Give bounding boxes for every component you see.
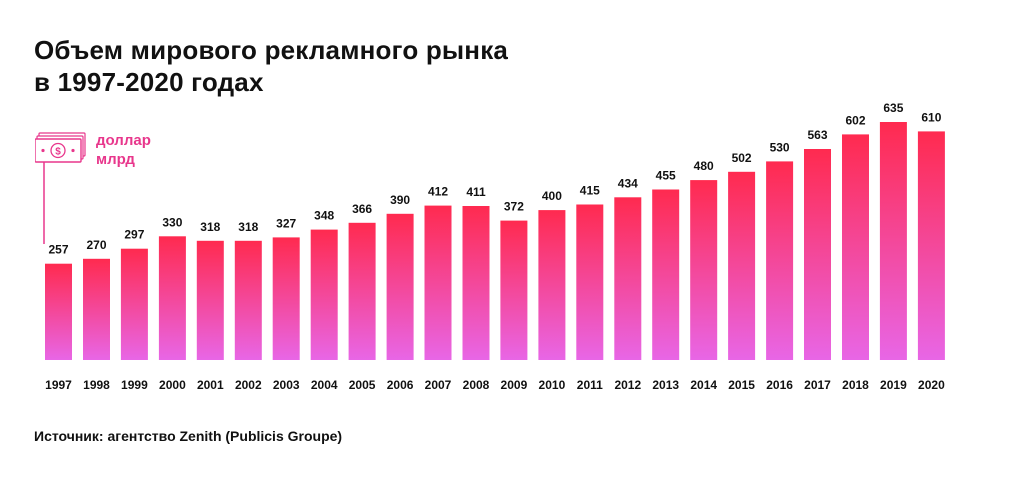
bar-2015: [728, 171, 756, 360]
x-tick-label-1998: 1998: [83, 378, 110, 392]
chart-title: Объем мирового рекламного рынка в 1997-2…: [34, 34, 508, 98]
unit-label-line-2: млрд: [96, 151, 135, 168]
x-tick-label-2001: 2001: [197, 378, 224, 392]
x-tick-label-2012: 2012: [614, 378, 641, 392]
x-tick-label-2004: 2004: [311, 378, 338, 392]
bar-2000: [158, 236, 186, 360]
x-tick-label-2015: 2015: [728, 378, 755, 392]
value-label-2010: 400: [542, 189, 562, 203]
bar-2019: [879, 122, 907, 360]
unit-label-line-1: доллар: [96, 132, 151, 149]
bar-2020: [917, 131, 945, 360]
bars-group: [45, 122, 945, 360]
x-tick-label-2010: 2010: [539, 378, 566, 392]
x-tick-label-2002: 2002: [235, 378, 262, 392]
bar-1999: [120, 248, 148, 360]
value-label-2007: 412: [428, 185, 448, 199]
bar-2014: [690, 180, 718, 360]
x-tick-label-2008: 2008: [463, 378, 490, 392]
value-label-1999: 297: [124, 228, 144, 242]
value-label-2002: 318: [238, 220, 258, 234]
bar-2001: [196, 240, 224, 360]
x-tick-label-2014: 2014: [690, 378, 717, 392]
bar-2004: [310, 229, 338, 360]
x-tick-label-2019: 2019: [880, 378, 907, 392]
value-label-2000: 330: [162, 215, 182, 229]
bar-2010: [538, 210, 566, 360]
value-label-2019: 635: [883, 101, 903, 115]
value-labels-group: 257 270 297 330 318 318 327 348 366 390 412 411 372 4…: [48, 101, 941, 257]
bar-1998: [83, 258, 110, 360]
value-label-2013: 455: [656, 169, 676, 183]
chart-title-line-2: в 1997-2020 годах: [34, 67, 264, 97]
dollar-banknote-icon: $: [35, 132, 86, 244]
bar-2016: [766, 161, 794, 360]
bar-2008: [462, 206, 490, 360]
x-tick-label-2020: 2020: [918, 378, 945, 392]
value-label-2008: 411: [466, 185, 486, 199]
x-tick-label-2013: 2013: [652, 378, 679, 392]
bar-2007: [424, 205, 452, 360]
value-label-2006: 390: [390, 193, 410, 207]
x-tick-labels-group: 1997 1998 1999 2000 2001 2002 2003 2004 2005 2006…: [45, 378, 945, 392]
x-tick-label-2018: 2018: [842, 378, 869, 392]
value-label-2016: 530: [770, 140, 790, 154]
value-label-1998: 270: [86, 238, 106, 252]
x-tick-label-2009: 2009: [501, 378, 528, 392]
value-label-2009: 372: [504, 200, 524, 214]
bar-2005: [348, 222, 376, 360]
bar-2011: [576, 204, 604, 360]
bar-1997: [45, 263, 72, 360]
value-label-2012: 434: [618, 176, 638, 190]
svg-text:$: $: [55, 147, 61, 158]
bar-2012: [614, 197, 642, 360]
x-tick-label-2006: 2006: [387, 378, 414, 392]
bar-2017: [804, 149, 831, 360]
value-label-2017: 563: [807, 128, 827, 142]
unit-label: доллар млрд: [96, 131, 151, 169]
bar-2006: [386, 213, 414, 360]
x-tick-label-2007: 2007: [425, 378, 452, 392]
x-tick-label-2017: 2017: [804, 378, 831, 392]
bar-2003: [272, 237, 300, 360]
source-note: Источник: агентство Zenith (Publicis Gro…: [34, 428, 343, 444]
unit-legend: $ доллар млрд: [35, 128, 185, 248]
x-tick-label-2005: 2005: [349, 378, 376, 392]
x-tick-label-2016: 2016: [766, 378, 793, 392]
bar-2013: [652, 189, 680, 360]
value-label-2003: 327: [276, 216, 296, 230]
x-tick-label-1999: 1999: [121, 378, 148, 392]
bar-2018: [842, 134, 869, 360]
bar-2002: [234, 240, 262, 360]
x-tick-label-1997: 1997: [45, 378, 72, 392]
x-tick-label-2003: 2003: [273, 378, 300, 392]
value-label-2011: 415: [580, 184, 600, 198]
value-label-2015: 502: [732, 151, 752, 165]
chart-title-line-1: Объем мирового рекламного рынка: [34, 35, 509, 65]
value-label-2020: 610: [921, 110, 941, 124]
value-label-2004: 348: [314, 209, 334, 223]
value-label-2018: 602: [845, 113, 865, 127]
value-label-2014: 480: [694, 159, 714, 173]
x-tick-label-2011: 2011: [577, 378, 603, 392]
value-label-2001: 318: [200, 220, 220, 234]
value-label-2005: 366: [352, 202, 372, 216]
x-tick-label-2000: 2000: [159, 378, 186, 392]
value-label-1997: 257: [48, 243, 68, 257]
bar-2009: [500, 220, 528, 360]
